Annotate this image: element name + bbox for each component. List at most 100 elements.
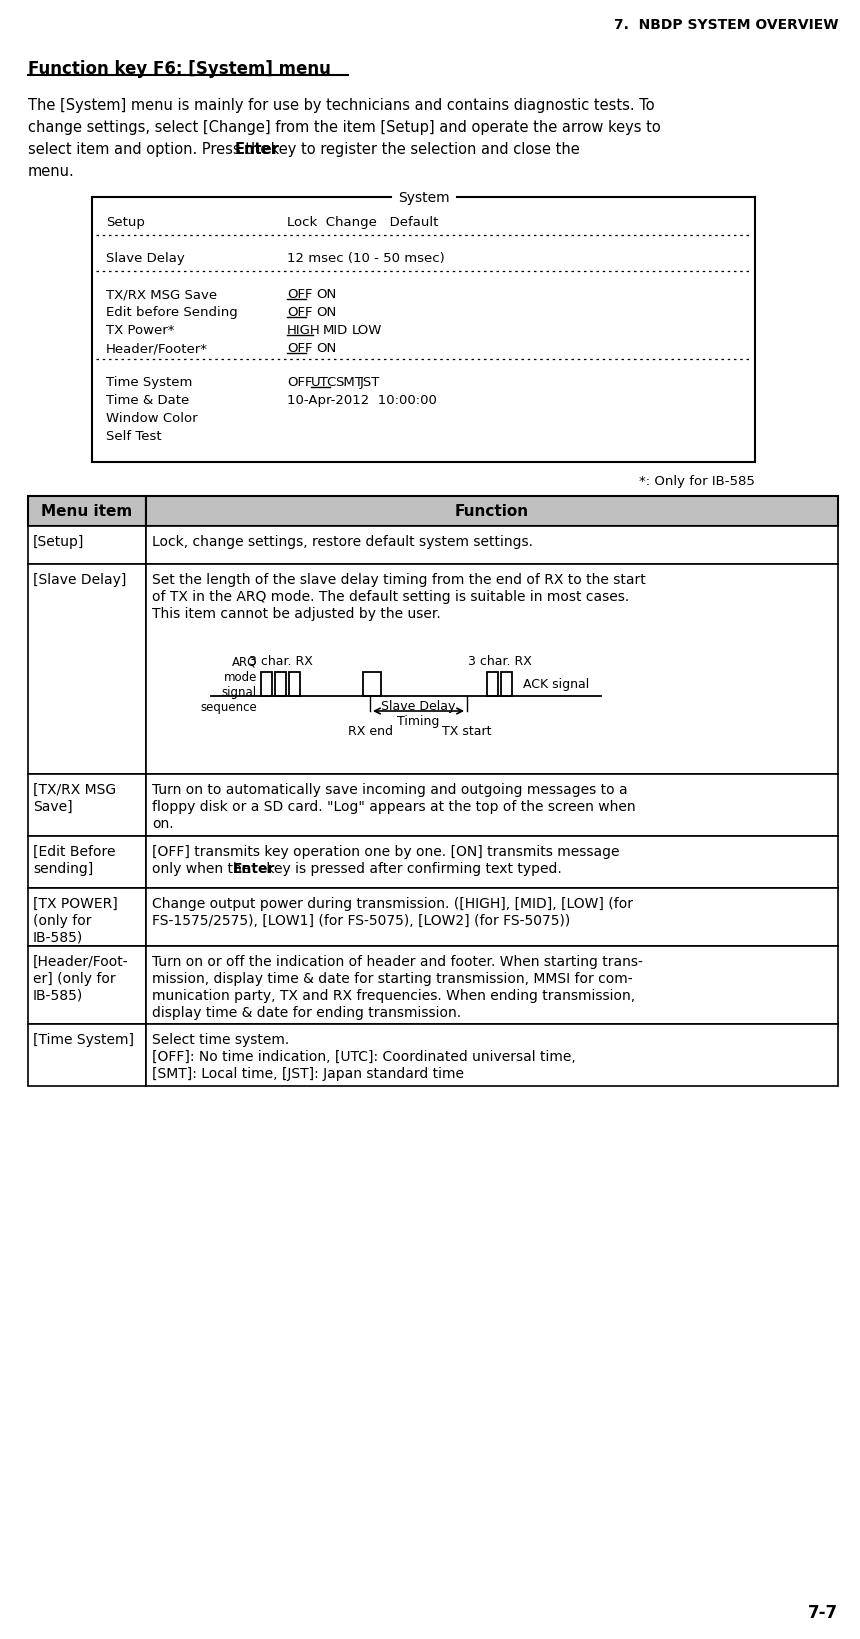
Text: This item cannot be adjusted by the user.: This item cannot be adjusted by the user… — [152, 606, 440, 621]
Bar — [146, 836, 838, 888]
Text: (only for: (only for — [33, 913, 91, 928]
Bar — [146, 888, 838, 946]
Text: [OFF] transmits key operation one by one. [ON] transmits message: [OFF] transmits key operation one by one… — [152, 844, 619, 859]
Text: [Time System]: [Time System] — [33, 1033, 134, 1046]
Text: 3 char. RX: 3 char. RX — [468, 654, 531, 667]
Text: Turn on to automatically save incoming and outgoing messages to a: Turn on to automatically save incoming a… — [152, 782, 628, 797]
Text: 7.  NBDP SYSTEM OVERVIEW: 7. NBDP SYSTEM OVERVIEW — [613, 18, 838, 33]
Text: Select time system.: Select time system. — [152, 1033, 289, 1046]
Text: Function key F6: [System] menu: Function key F6: [System] menu — [28, 61, 331, 79]
Text: Edit before Sending: Edit before Sending — [106, 306, 237, 320]
Text: munication party, TX and RX frequencies. When ending transmission,: munication party, TX and RX frequencies.… — [152, 988, 636, 1003]
Text: er] (only for: er] (only for — [33, 972, 115, 985]
Text: MID: MID — [322, 325, 347, 336]
Text: key is pressed after confirming text typed.: key is pressed after confirming text typ… — [262, 862, 562, 875]
Text: Menu item: Menu item — [41, 505, 132, 520]
Bar — [146, 1024, 838, 1087]
Bar — [146, 565, 838, 775]
Text: on.: on. — [152, 816, 174, 831]
Bar — [146, 775, 838, 836]
Bar — [28, 497, 146, 526]
Text: *: Only for IB-585: *: Only for IB-585 — [639, 475, 755, 488]
Text: 12 msec (10 - 50 msec): 12 msec (10 - 50 msec) — [287, 252, 445, 266]
Text: HIGH: HIGH — [287, 325, 321, 336]
Text: change settings, select [Change] from the item [Setup] and operate the arrow key: change settings, select [Change] from th… — [28, 120, 660, 134]
Text: ACK signal: ACK signal — [523, 679, 589, 692]
Text: [TX POWER]: [TX POWER] — [33, 897, 118, 910]
Bar — [28, 775, 146, 836]
Text: ON: ON — [316, 306, 336, 320]
Text: 10-Apr-2012  10:00:00: 10-Apr-2012 10:00:00 — [287, 393, 437, 406]
Text: ON: ON — [316, 343, 336, 354]
Text: Time System: Time System — [106, 375, 193, 388]
Text: [SMT]: Local time, [JST]: Japan standard time: [SMT]: Local time, [JST]: Japan standard… — [152, 1067, 464, 1080]
Bar — [28, 565, 146, 775]
Bar — [275, 672, 286, 697]
Text: Slave Delay
Timing: Slave Delay Timing — [381, 700, 456, 728]
Text: LOW: LOW — [352, 325, 382, 336]
Bar — [487, 672, 498, 697]
Text: display time & date for ending transmission.: display time & date for ending transmiss… — [152, 1005, 461, 1019]
Text: [OFF]: No time indication, [UTC]: Coordinated universal time,: [OFF]: No time indication, [UTC]: Coordi… — [152, 1049, 575, 1064]
Text: IB-585): IB-585) — [33, 931, 83, 944]
Text: ARQ
mode
signal
sequence: ARQ mode signal sequence — [200, 656, 257, 713]
Text: 3 char. RX: 3 char. RX — [249, 654, 312, 667]
Text: [Setup]: [Setup] — [33, 534, 84, 549]
Text: [Slave Delay]: [Slave Delay] — [33, 572, 126, 587]
Text: IB-585): IB-585) — [33, 988, 83, 1003]
Text: Enter: Enter — [233, 862, 275, 875]
Bar — [146, 526, 838, 565]
Text: Turn on or off the indication of header and footer. When starting trans-: Turn on or off the indication of header … — [152, 954, 643, 969]
Text: Header/Footer*: Header/Footer* — [106, 343, 208, 354]
Text: select item and option. Press the: select item and option. Press the — [28, 143, 274, 157]
Bar — [146, 497, 838, 526]
Text: sending]: sending] — [33, 862, 93, 875]
Text: Set the length of the slave delay timing from the end of RX to the start: Set the length of the slave delay timing… — [152, 572, 646, 587]
Text: The [System] menu is mainly for use by technicians and contains diagnostic tests: The [System] menu is mainly for use by t… — [28, 98, 654, 113]
Text: OFF: OFF — [287, 375, 312, 388]
Text: [TX/RX MSG: [TX/RX MSG — [33, 782, 116, 797]
Text: only when the: only when the — [152, 862, 255, 875]
Text: TX start: TX start — [442, 724, 492, 738]
Text: OFF: OFF — [287, 288, 312, 302]
Text: RX end: RX end — [347, 724, 392, 738]
Text: Setup: Setup — [106, 216, 144, 229]
Bar — [363, 672, 381, 697]
Text: floppy disk or a SD card. "Log" appears at the top of the screen when: floppy disk or a SD card. "Log" appears … — [152, 800, 636, 813]
Bar — [289, 672, 300, 697]
Text: FS-1575/2575), [LOW1] (for FS-5075), [LOW2] (for FS-5075)): FS-1575/2575), [LOW1] (for FS-5075), [LO… — [152, 913, 570, 928]
Bar — [261, 672, 272, 697]
Text: System: System — [397, 190, 449, 205]
Text: Lock, change settings, restore default system settings.: Lock, change settings, restore default s… — [152, 534, 533, 549]
Text: Self Test: Self Test — [106, 429, 162, 443]
Text: 7-7: 7-7 — [808, 1603, 838, 1621]
Bar — [28, 836, 146, 888]
Text: Enter: Enter — [235, 143, 280, 157]
Text: Time & Date: Time & Date — [106, 393, 189, 406]
Text: ON: ON — [316, 288, 336, 302]
Text: mission, display time & date for starting transmission, MMSI for com-: mission, display time & date for startin… — [152, 972, 633, 985]
Bar — [146, 946, 838, 1024]
Bar — [28, 1024, 146, 1087]
Text: OFF: OFF — [287, 306, 312, 320]
Bar — [28, 946, 146, 1024]
Bar — [501, 672, 512, 697]
Text: JST: JST — [359, 375, 380, 388]
Text: Slave Delay: Slave Delay — [106, 252, 185, 266]
Text: TX Power*: TX Power* — [106, 325, 175, 336]
Bar — [28, 888, 146, 946]
Bar — [28, 526, 146, 565]
Text: UTC: UTC — [311, 375, 337, 388]
Text: OFF: OFF — [287, 343, 312, 354]
Text: SMT: SMT — [335, 375, 363, 388]
Text: [Header/Foot-: [Header/Foot- — [33, 954, 129, 969]
Text: Change output power during transmission. ([HIGH], [MID], [LOW] (for: Change output power during transmission.… — [152, 897, 633, 910]
Text: Lock  Change   Default: Lock Change Default — [287, 216, 439, 229]
Text: of TX in the ARQ mode. The default setting is suitable in most cases.: of TX in the ARQ mode. The default setti… — [152, 590, 630, 603]
Text: menu.: menu. — [28, 164, 75, 179]
Text: TX/RX MSG Save: TX/RX MSG Save — [106, 288, 217, 302]
Text: Save]: Save] — [33, 800, 72, 813]
Text: Window Color: Window Color — [106, 411, 198, 425]
Text: Function: Function — [455, 505, 529, 520]
Text: [Edit Before: [Edit Before — [33, 844, 115, 859]
